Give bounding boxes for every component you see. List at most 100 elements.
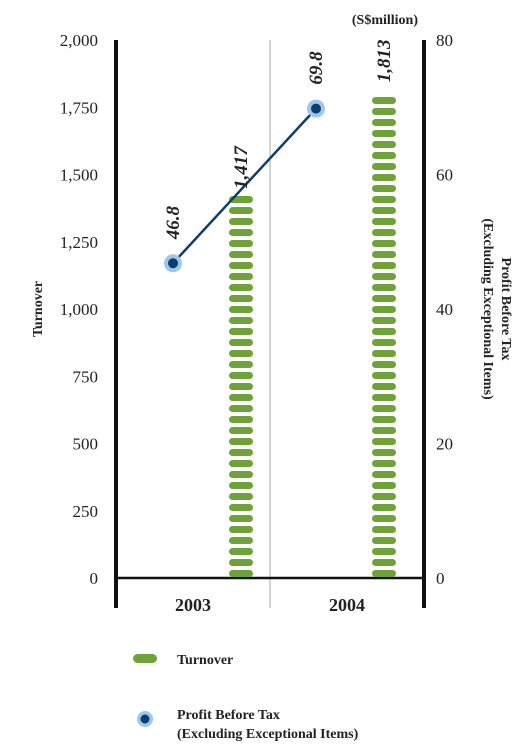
bar-segment [372,295,396,302]
bar-segment [229,482,253,489]
bar-segment [229,328,253,335]
bar-segment [372,317,396,324]
left-tick-label: 500 [73,435,99,454]
category-label: 2003 [175,595,211,615]
bar-segment [229,460,253,467]
bar-segment [372,548,396,555]
bar-segment [229,383,253,390]
left-tick-label: 750 [73,367,99,386]
legend: Turnover Profit Before Tax (Excluding Exce… [133,653,359,742]
bar-segment [372,504,396,511]
bar-segment [372,218,396,225]
right-axis-title-line2: (Excluding Exceptional Items) [480,218,495,400]
legend-label-profit-line1: Profit Before Tax [177,708,280,723]
right-axis-title-line1: Profit Before Tax [498,258,513,361]
profit-data-label: 69.8 [306,51,327,85]
legend-bar-swatch [133,654,157,663]
bar-segment [372,108,396,115]
bar-segment [229,493,253,500]
left-tick-label: 1,500 [60,166,98,185]
bar-segment [372,460,396,467]
turnover-bar [372,97,396,577]
bar-segment [372,372,396,379]
bar-segment [372,152,396,159]
left-tick-label: 2,000 [60,31,98,50]
right-tick-label: 0 [436,569,445,588]
bar-segment [229,537,253,544]
bar-segment [372,163,396,170]
bar-segment [229,471,253,478]
bar-segment [229,372,253,379]
profit-data-label: 46.8 [163,206,184,241]
bar-segment [229,273,253,280]
bar-segment [372,515,396,522]
bar-segment [372,174,396,181]
bar-segment [229,361,253,368]
bar-segment [372,449,396,456]
unit-label: (S$million) [352,13,418,28]
bar-segment [372,570,396,577]
left-tick-label: 250 [73,502,99,521]
bar-segment [372,559,396,566]
bar-segment [372,405,396,412]
turnover-bar [229,196,253,577]
bar-segment [229,229,253,236]
bar-segment [229,449,253,456]
bar-segment [372,526,396,533]
bar-segment [229,548,253,555]
bar-segment [372,251,396,258]
right-tick-label: 40 [436,300,453,319]
bar-segment [229,515,253,522]
bar-segment [372,207,396,214]
bar-segment [229,251,253,258]
bar-segment [372,383,396,390]
bar-segment [229,350,253,357]
data-labels: 1,417 1,813 46.8 69.8 [163,40,395,241]
profit-line [164,99,325,273]
bar-segment [372,328,396,335]
bar-segment [229,218,253,225]
bar-segment [372,284,396,291]
bar-segment [229,559,253,566]
bar-segment [229,526,253,533]
turnover-data-label: 1,417 [231,145,252,189]
bar-segment [372,196,396,203]
bar-segment [372,130,396,137]
bar-segment [229,427,253,434]
bar-segment [372,361,396,368]
legend-label-profit-line2: (Excluding Exceptional Items) [177,727,359,742]
bar-segment [229,405,253,412]
bar-segment [372,229,396,236]
bar-segment [372,306,396,313]
bar-segment [372,185,396,192]
bar-segment [372,350,396,357]
turnover-data-label: 1,813 [374,40,395,83]
bar-segment [229,438,253,445]
bar-segment [372,493,396,500]
bar-segment [372,119,396,126]
right-tick-label: 60 [436,166,453,185]
bar-segment [229,570,253,577]
bar-segment [372,262,396,269]
bar-segment [372,427,396,434]
bar-segment [229,339,253,346]
bar-segment [372,416,396,423]
category-label: 2004 [329,595,365,615]
bar-segment [229,262,253,269]
bar-segment [372,240,396,247]
bar-segment [372,141,396,148]
profit-marker [311,103,321,114]
right-tick-label: 20 [436,435,453,454]
bar-segment [229,306,253,313]
bar-segment [229,240,253,247]
left-tick-label: 1,000 [60,300,98,319]
bar-segment [229,284,253,291]
bar-segment [372,482,396,489]
bar-segment [229,317,253,324]
legend-label-turnover: Turnover [177,653,233,668]
bar-segment [372,394,396,401]
bar-segment [372,339,396,346]
bar-segment [229,504,253,511]
axes: 0 250 500 750 1,000 1,250 1,500 1,750 2,000 0 20 40… [31,13,513,615]
